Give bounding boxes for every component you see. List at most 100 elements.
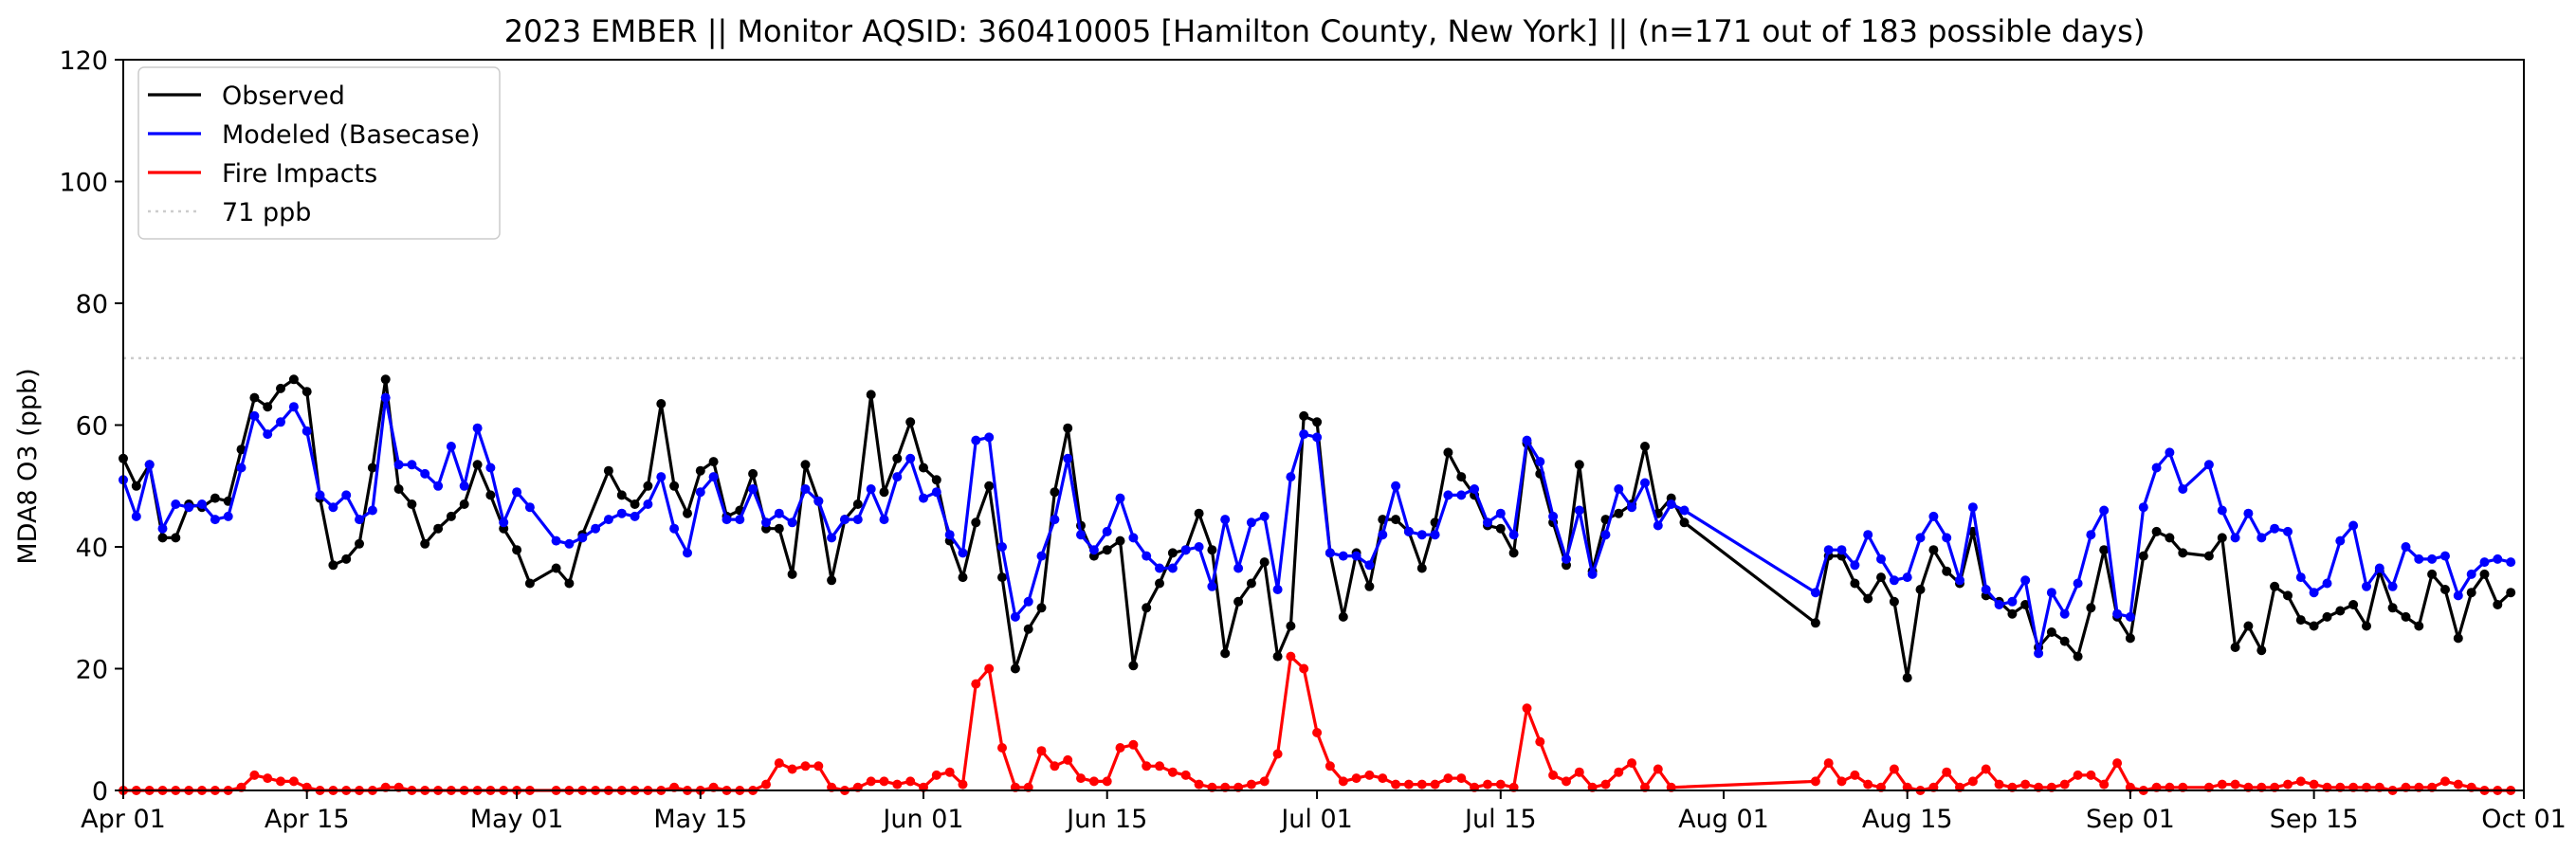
data-point-fire-impacts bbox=[1259, 776, 1270, 787]
data-point-observed bbox=[1312, 417, 1323, 427]
data-point-fire-impacts bbox=[1600, 779, 1611, 789]
data-point-modeled-basecase bbox=[2493, 554, 2503, 564]
data-point-fire-impacts bbox=[1614, 767, 1624, 777]
data-point-fire-impacts bbox=[866, 776, 876, 787]
data-point-modeled-basecase bbox=[1470, 484, 1480, 494]
data-point-observed bbox=[1036, 603, 1047, 613]
data-point-observed bbox=[2335, 606, 2346, 616]
data-point-modeled-basecase bbox=[1863, 530, 1873, 540]
data-point-observed bbox=[1443, 447, 1453, 458]
data-point-fire-impacts bbox=[1535, 736, 1545, 747]
data-point-fire-impacts bbox=[1981, 764, 1991, 774]
data-point-observed bbox=[997, 572, 1007, 583]
data-point-modeled-basecase bbox=[393, 460, 404, 470]
data-point-observed bbox=[1876, 572, 1886, 583]
data-point-observed bbox=[551, 563, 561, 573]
y-tick-label: 0 bbox=[92, 777, 108, 807]
y-tick-label: 100 bbox=[59, 169, 108, 198]
data-point-modeled-basecase bbox=[761, 517, 771, 528]
data-point-modeled-basecase bbox=[1233, 563, 1244, 573]
data-point-modeled-basecase bbox=[1666, 499, 1676, 509]
series-line-modeled-basecase bbox=[121, 396, 2512, 656]
data-point-observed bbox=[787, 569, 797, 579]
data-point-modeled-basecase bbox=[288, 402, 299, 412]
data-point-modeled-basecase bbox=[2217, 505, 2227, 516]
data-point-fire-impacts bbox=[958, 779, 968, 789]
data-point-observed bbox=[1574, 460, 1584, 470]
data-point-fire-impacts bbox=[2453, 779, 2463, 789]
data-point-fire-impacts bbox=[1836, 776, 1847, 787]
data-point-observed bbox=[866, 390, 876, 400]
data-point-modeled-basecase bbox=[420, 468, 430, 479]
data-point-modeled-basecase bbox=[499, 517, 509, 528]
data-point-modeled-basecase bbox=[1483, 517, 1492, 528]
data-point-modeled-basecase bbox=[1063, 453, 1073, 463]
data-point-observed bbox=[1286, 621, 1296, 631]
data-point-observed bbox=[827, 575, 837, 586]
data-point-fire-impacts bbox=[1286, 651, 1296, 662]
data-point-fire-impacts bbox=[1180, 770, 1191, 780]
data-point-observed bbox=[2309, 621, 2319, 631]
data-point-modeled-basecase bbox=[276, 417, 285, 427]
data-point-modeled-basecase bbox=[1207, 581, 1217, 591]
data-point-modeled-basecase bbox=[2414, 554, 2424, 564]
data-point-modeled-basecase bbox=[1823, 545, 1834, 555]
data-point-modeled-basecase bbox=[892, 472, 903, 482]
data-point-observed bbox=[2125, 633, 2135, 644]
data-point-modeled-basecase bbox=[2099, 505, 2110, 516]
data-point-observed bbox=[1155, 578, 1164, 589]
y-tick-label: 60 bbox=[76, 412, 108, 442]
data-point-observed bbox=[2151, 526, 2162, 536]
data-point-fire-impacts bbox=[1967, 776, 1978, 787]
data-point-modeled-basecase bbox=[551, 535, 561, 546]
data-point-modeled-basecase bbox=[827, 533, 837, 543]
data-point-observed bbox=[1050, 487, 1060, 498]
data-point-observed bbox=[2256, 645, 2267, 656]
data-point-fire-impacts bbox=[761, 779, 771, 789]
data-point-fire-impacts bbox=[1810, 776, 1820, 787]
data-point-modeled-basecase bbox=[2178, 484, 2188, 494]
x-axis: Apr 01 Apr 15 May 01 May 15 Jun 01 Jun 15 Jul … bbox=[81, 790, 2567, 834]
data-point-fire-impacts bbox=[1850, 770, 1860, 780]
data-point-modeled-basecase bbox=[157, 523, 168, 534]
data-point-observed bbox=[2283, 590, 2293, 601]
data-point-observed bbox=[2073, 651, 2083, 662]
data-point-observed bbox=[2217, 533, 2227, 543]
data-point-fire-impacts bbox=[2440, 776, 2450, 787]
data-point-observed bbox=[301, 387, 312, 397]
data-point-observed bbox=[630, 499, 640, 509]
data-point-observed bbox=[2059, 636, 2070, 646]
data-point-observed bbox=[2493, 600, 2503, 609]
data-point-modeled-basecase bbox=[1128, 533, 1139, 543]
data-point-modeled-basecase bbox=[1076, 530, 1086, 540]
data-point-modeled-basecase bbox=[2165, 447, 2175, 458]
data-point-modeled-basecase bbox=[683, 548, 692, 558]
data-point-modeled-basecase bbox=[997, 542, 1007, 552]
data-point-observed bbox=[1167, 548, 1178, 558]
data-point-modeled-basecase bbox=[459, 481, 469, 491]
data-point-observed bbox=[367, 463, 377, 473]
data-point-observed bbox=[328, 560, 338, 571]
data-point-observed bbox=[1928, 545, 1939, 555]
data-point-modeled-basecase bbox=[656, 472, 667, 482]
data-point-modeled-basecase bbox=[1142, 551, 1152, 561]
data-point-observed bbox=[210, 493, 220, 503]
data-point-modeled-basecase bbox=[2387, 581, 2398, 591]
data-point-modeled-basecase bbox=[669, 523, 680, 534]
data-point-modeled-basecase bbox=[1167, 563, 1178, 573]
data-point-modeled-basecase bbox=[1155, 563, 1164, 573]
y-tick-label: 80 bbox=[76, 290, 108, 319]
data-point-modeled-basecase bbox=[630, 511, 640, 521]
data-point-fire-impacts bbox=[1325, 761, 1335, 771]
data-point-observed bbox=[157, 533, 168, 543]
data-point-modeled-basecase bbox=[2506, 557, 2516, 568]
data-point-fire-impacts bbox=[1076, 773, 1086, 784]
data-point-observed bbox=[1364, 581, 1375, 591]
data-point-observed bbox=[683, 508, 692, 518]
data-point-observed bbox=[1508, 548, 1519, 558]
x-tick-label: May 15 bbox=[653, 805, 747, 834]
data-point-modeled-basecase bbox=[1548, 511, 1559, 521]
data-point-observed bbox=[2362, 621, 2371, 631]
data-point-fire-impacts bbox=[1036, 746, 1047, 756]
data-point-observed bbox=[2479, 569, 2490, 579]
